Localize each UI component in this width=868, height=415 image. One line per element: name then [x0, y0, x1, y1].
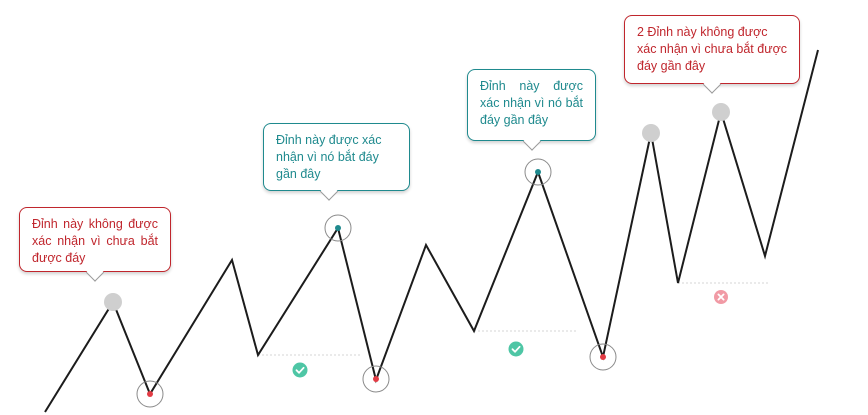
callout-text: 2 Đỉnh này không được xác nhận vì chưa b… [637, 25, 788, 73]
callout-text: Đỉnh này được xác nhận vì nó bắt đáy gần… [276, 133, 382, 181]
check-circle-icon [508, 341, 524, 357]
callout-peak-unconfirmed-1: Đỉnh này không được xác nhận vì chưa bắt… [19, 207, 171, 272]
unconfirmed-peak-marker [104, 293, 122, 311]
cross-circle-icon [714, 290, 728, 304]
check-circle-icon [292, 362, 308, 378]
confirmed-peak-dot [535, 169, 541, 175]
callout-text: Đỉnh này không được xác nhận vì chưa bắt… [32, 217, 158, 265]
confirmed-peak-highlight-circle [324, 214, 352, 242]
swing-low-highlight-circle [589, 343, 617, 371]
swing-low-dot [147, 391, 153, 397]
confirmed-peak-highlight-circle [524, 158, 552, 186]
callout-peak-confirmed-2: Đỉnh này được xác nhận vì nó bắt đáy gần… [467, 69, 596, 141]
swing-low-highlight-circle [136, 380, 164, 408]
swing-low-highlight-circle [362, 365, 390, 393]
callout-text: Đỉnh này được xác nhận vì nó bắt đáy gần… [480, 79, 583, 127]
unconfirmed-peak-marker [712, 103, 730, 121]
price-line [44, 49, 819, 413]
swing-low-dot [373, 376, 379, 382]
callout-peak-confirmed-1: Đỉnh này được xác nhận vì nó bắt đáy gần… [263, 123, 410, 191]
confirmed-peak-dot [335, 225, 341, 231]
swing-low-dot [600, 354, 606, 360]
callout-peaks-unconfirmed-2: 2 Đỉnh này không được xác nhận vì chưa b… [624, 15, 800, 84]
unconfirmed-peak-marker [642, 124, 660, 142]
